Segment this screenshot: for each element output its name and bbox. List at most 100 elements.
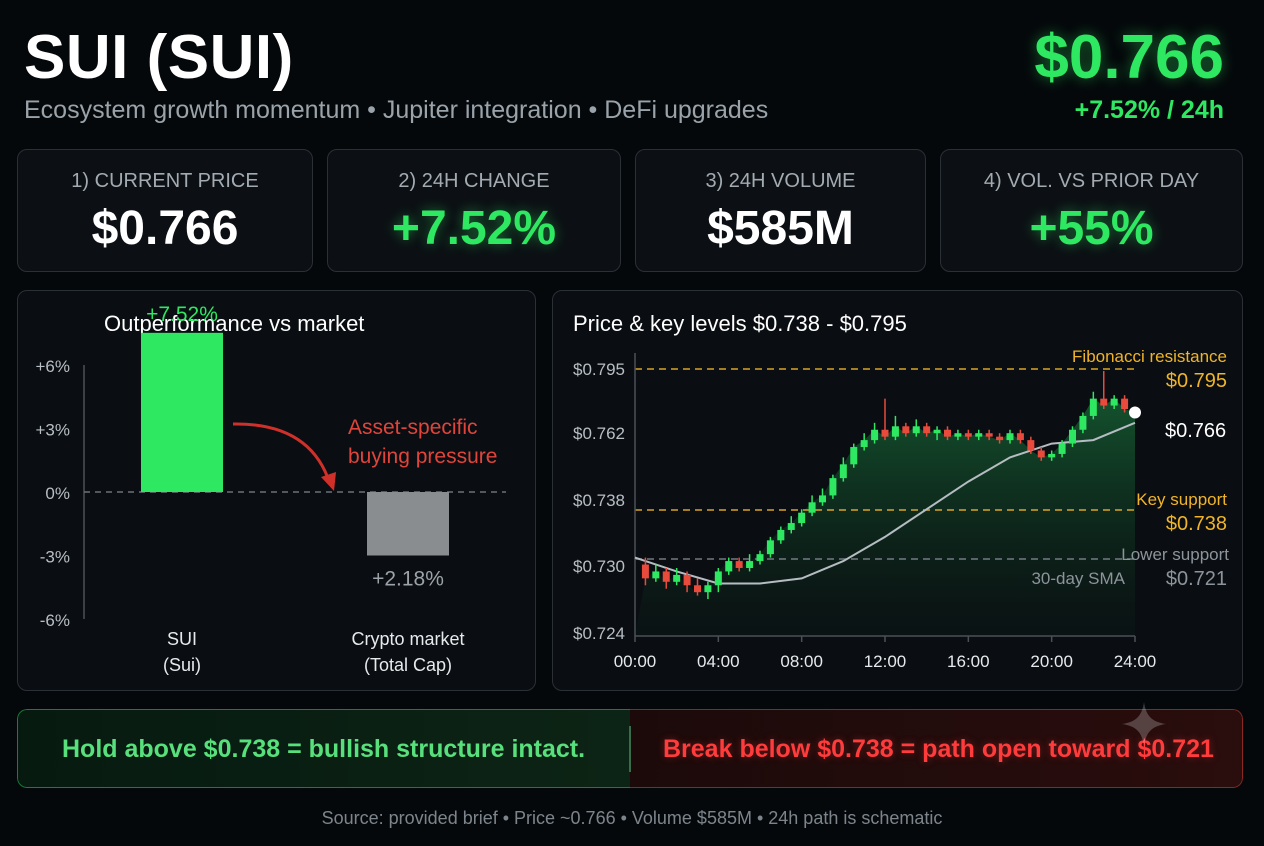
card-label: 1) CURRENT PRICE [71,170,259,192]
annotation-line-1: Asset-specific [348,416,478,439]
candle [964,429,972,441]
card-24h-change: 2) 24H CHANGE +7.52% [327,149,621,272]
card-value: +7.52% [391,202,557,255]
candle-body [860,440,868,448]
y-tick-label: 0% [45,484,70,503]
x-tick-label: 20:00 [1030,652,1073,671]
candle-body [1037,450,1045,458]
candle-body [975,433,983,437]
candle-body [1048,453,1056,458]
key-support-value: $0.738 [1166,513,1227,535]
candle [923,422,931,437]
candle [1037,447,1045,461]
bearish-text: Break below $0.738 = path open toward $0… [663,735,1214,763]
candle-body [735,561,743,568]
fib-level-name: Fibonacci resistance [1072,347,1227,366]
candle-body [1016,433,1024,441]
candle-body [871,429,879,441]
x-tick-label: 24:00 [1114,652,1157,671]
candle [1069,426,1076,448]
candle-body [787,523,795,530]
candle-body [683,574,691,586]
candle [725,557,733,575]
source-footer: Source: provided brief • Price ~0.766 • … [321,808,943,828]
candle-body [714,571,722,586]
candle-body [1089,398,1097,416]
category-label: (Total Cap) [364,655,452,675]
last-price-label: $0.766 [1165,420,1226,442]
card-24h-volume: 3) 24H VOLUME $585M [635,149,926,272]
candle-body [662,571,670,582]
candle [944,426,951,441]
candle [1058,440,1066,458]
category-label: (Sui) [163,655,201,675]
chart-title: Outperformance vs market [104,311,364,336]
candle [714,567,722,593]
bearish-scenario [630,709,1243,788]
last-price-dot [1129,406,1141,419]
outperformance-panel: Outperformance vs market +6% +3% 0% -3% -6% … [17,290,536,691]
candle-body [933,429,941,434]
card-current-price: 1) CURRENT PRICE $0.766 [17,149,313,272]
candle [735,557,743,572]
candle-body [1110,398,1118,406]
fib-level-value: $0.795 [1166,370,1227,392]
candle [1027,436,1035,454]
candle-body [641,564,649,579]
candle-body [725,561,733,572]
candle-body [944,429,951,437]
candle [881,398,889,441]
y-tick-label: $0.724 [573,624,625,643]
sma-label: 30-day SMA [1031,569,1125,588]
candle [933,426,941,441]
y-tick-label: +3% [36,421,71,440]
candle [652,564,660,582]
candle-body [881,429,889,437]
candle-body [746,561,754,568]
y-tick-label: $0.762 [573,424,625,443]
candle [787,516,795,534]
candle-body [985,433,993,437]
candle-body [798,512,806,524]
candle-body [1079,415,1087,430]
card-label: 2) 24H CHANGE [398,170,550,192]
candle-body [912,426,920,434]
candle [662,567,670,589]
bullish-text: Hold above $0.738 = bullish structure in… [62,735,586,763]
candle-body [1069,429,1076,444]
y-tick-label: +6% [36,357,71,376]
lower-support-value: $0.721 [1166,568,1227,590]
sparkle-icon [1122,702,1166,746]
candle [1100,371,1108,410]
candle [683,571,691,593]
candle [985,429,993,441]
candle [1079,412,1087,434]
candle [819,488,826,506]
candle [829,474,837,499]
outperformance-chart: Outperformance vs market +6%+3%0%-3%-6% … [36,303,506,675]
candle-body [819,495,826,503]
candle [871,422,879,444]
candle-body [1121,398,1129,410]
candle-body [996,436,1004,441]
headline-change: +7.52% / 24h [1074,96,1224,124]
chart-title: Price & key levels $0.738 - $0.795 [573,311,907,336]
candle-body [766,540,774,555]
candle-body [673,574,681,582]
card-label: 3) 24H VOLUME [705,170,856,192]
candle [1006,429,1014,444]
data-label: +2.18% [372,568,444,591]
candle [860,433,868,451]
candle-body [1058,443,1066,454]
candle [777,526,785,544]
candle [954,429,962,441]
price-levels-panel: Price & key levels $0.738 - $0.795 $0.79… [552,290,1243,691]
candle [1089,391,1097,420]
candle-body [964,433,972,437]
y-tick-label: -6% [40,611,70,630]
candle [766,536,774,558]
candle-body [1027,440,1035,451]
candle [996,433,1004,444]
price-levels-chart: Price & key levels $0.738 - $0.795 $0.79… [573,311,1229,671]
candle-body [777,529,785,541]
